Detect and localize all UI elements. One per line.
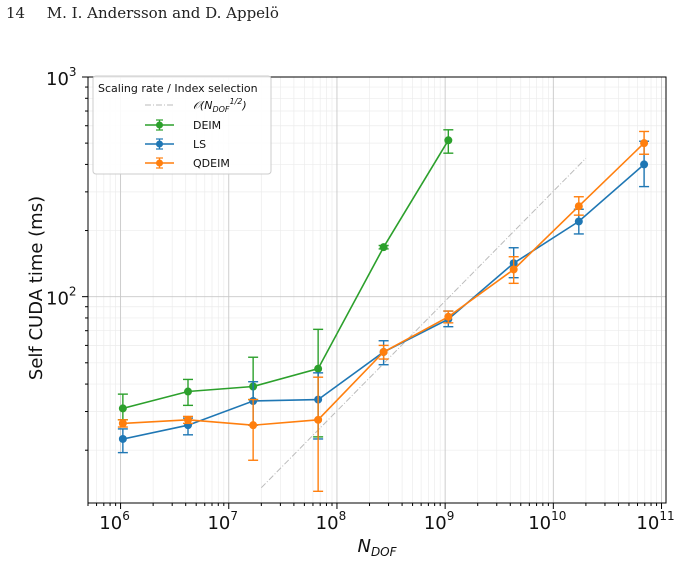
legend-series: DEIM LS QDEIM xyxy=(145,119,230,170)
ticks-layer xyxy=(82,76,663,509)
series-layer xyxy=(117,129,650,493)
point-qdeim xyxy=(314,415,323,424)
point-deim xyxy=(118,404,127,413)
series-line-ls xyxy=(122,163,645,440)
point-ls xyxy=(574,217,583,226)
series-line-qdeim xyxy=(122,142,645,427)
reference-line-layer xyxy=(260,157,587,489)
point-deim xyxy=(379,243,388,252)
legend-label-ls: LS xyxy=(193,138,206,151)
x-axis-label-sub: DOF xyxy=(371,545,398,559)
legend-label-deim: DEIM xyxy=(193,119,221,132)
x-tick-label-exp: 7 xyxy=(230,509,238,523)
x-tick-label-exp: 8 xyxy=(339,509,347,523)
point-qdeim xyxy=(640,139,649,148)
x-tick-label-base: 10 xyxy=(99,513,122,534)
point-ls xyxy=(640,160,649,169)
legend-title: Scaling rate / Index selection xyxy=(98,82,258,95)
x-tick-label-base: 10 xyxy=(316,513,339,534)
page-authors: M. I. Andersson and D. Appelö xyxy=(46,4,279,22)
x-tick-label: 1011 xyxy=(636,509,674,534)
point-qdeim xyxy=(574,202,583,211)
point-qdeim xyxy=(379,347,388,356)
legend-item-deim: DEIM xyxy=(145,119,221,132)
legend: Scaling rate / Index selection 𝒪(NDOF1/2… xyxy=(92,75,272,175)
y-tick-label: 103 xyxy=(46,65,77,90)
x-axis-label: NDOF xyxy=(357,536,397,559)
point-deim xyxy=(314,364,323,373)
legend-swatch-marker xyxy=(156,121,163,129)
y-tick-label-exp: 2 xyxy=(69,285,77,299)
x-tick-label-exp: 9 xyxy=(447,509,455,523)
x-tick-label-exp: 11 xyxy=(659,509,674,523)
errorbar-qdeim xyxy=(248,398,259,461)
point-deim xyxy=(444,136,453,145)
point-qdeim xyxy=(444,312,453,321)
y-tick-label: 102 xyxy=(46,285,77,310)
x-tick-label-exp: 10 xyxy=(551,509,566,523)
series-deim xyxy=(117,129,454,438)
x-axis-label-main: N xyxy=(357,536,370,557)
x-tick-label: 107 xyxy=(207,509,238,534)
x-tick-label-base: 10 xyxy=(424,513,447,534)
series-line-deim xyxy=(122,139,449,410)
point-ls xyxy=(118,434,127,443)
plot-frame xyxy=(87,76,667,504)
x-tick-label: 1010 xyxy=(528,509,566,534)
x-tick-label-base: 10 xyxy=(636,513,659,534)
legend-swatch-marker xyxy=(156,140,163,148)
x-tick-label-base: 10 xyxy=(207,513,230,534)
point-qdeim xyxy=(118,419,127,428)
legend-box xyxy=(92,75,272,175)
reference-line xyxy=(260,157,587,489)
y-tick-label-base: 10 xyxy=(46,289,69,310)
x-tick-label: 106 xyxy=(99,509,130,534)
point-qdeim xyxy=(509,265,518,274)
page-header: 14 M. I. Andersson and D. Appelö xyxy=(6,4,279,22)
x-tick-label: 109 xyxy=(424,509,455,534)
legend-item-ls: LS xyxy=(145,138,206,151)
errorbar-qdeim xyxy=(313,376,324,493)
point-qdeim xyxy=(183,415,192,424)
x-tick-label: 108 xyxy=(316,509,347,534)
page-number: 14 xyxy=(6,4,26,22)
point-qdeim xyxy=(249,421,258,430)
point-deim xyxy=(183,387,192,396)
legend-label-qdeim: QDEIM xyxy=(193,157,230,170)
legend-item-qdeim: QDEIM xyxy=(145,157,230,170)
x-tick-label-exp: 6 xyxy=(122,509,130,523)
legend-swatch-marker xyxy=(156,159,163,167)
y-tick-label-base: 10 xyxy=(46,69,69,90)
series-qdeim xyxy=(117,130,650,493)
y-axis-label: Self CUDA time (ms) xyxy=(26,196,47,380)
x-tick-label-base: 10 xyxy=(528,513,551,534)
y-tick-label-exp: 3 xyxy=(69,65,77,79)
